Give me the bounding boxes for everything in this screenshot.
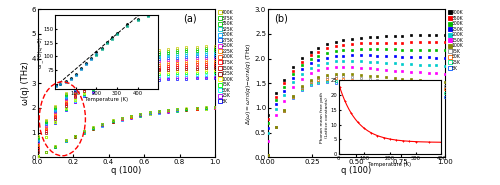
- Legend: 400K, 375K, 350K, 325K, 300K, 275K, 250K, 225K, 200K, 175K, 150K, 125K, 100K, 75: 400K, 375K, 350K, 325K, 300K, 275K, 250K…: [219, 10, 234, 104]
- Text: (a): (a): [183, 14, 196, 24]
- Text: (b): (b): [274, 14, 288, 24]
- Y-axis label: ω(q) (THz): ω(q) (THz): [21, 61, 30, 105]
- Legend: 400K, 350K, 300K, 250K, 200K, 150K, 100K, 75K, 50K, 25K, 5K: 400K, 350K, 300K, 250K, 200K, 150K, 100K…: [449, 10, 464, 70]
- Y-axis label: $\Delta(\omega){=}\omega_{TO}(q){-}\omega_{TA}(q)$ (THz): $\Delta(\omega){=}\omega_{TO}(q){-}\omeg…: [244, 42, 254, 125]
- X-axis label: q (100): q (100): [111, 166, 142, 175]
- X-axis label: q (100): q (100): [341, 166, 372, 175]
